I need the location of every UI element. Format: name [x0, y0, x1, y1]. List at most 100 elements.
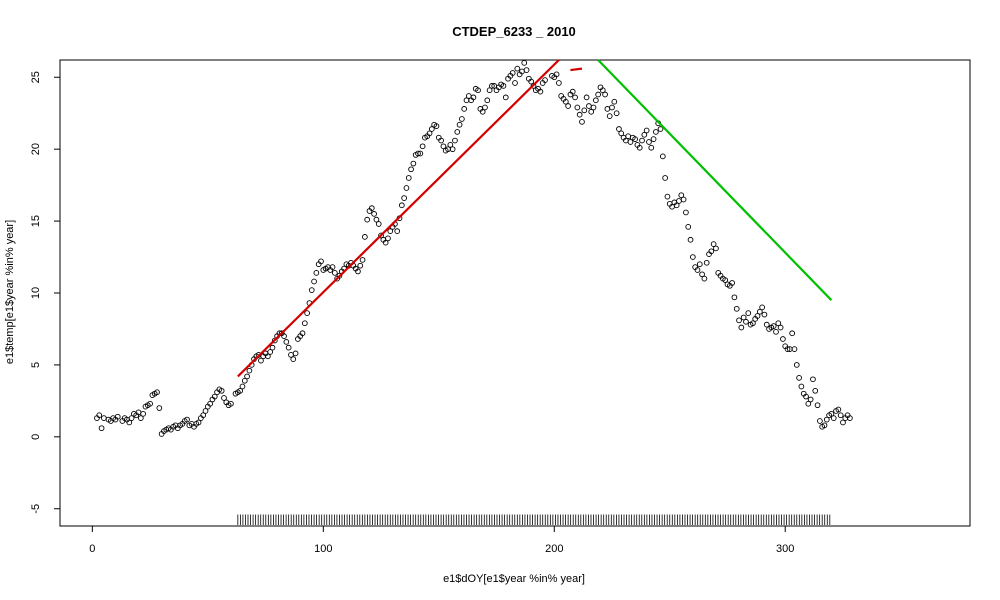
data-point	[602, 91, 608, 98]
data-point	[398, 202, 405, 209]
data-point	[452, 137, 458, 144]
data-point	[648, 144, 655, 151]
data-point	[269, 344, 276, 351]
data-point	[699, 271, 705, 278]
data-point	[433, 123, 440, 130]
data-point	[283, 339, 290, 345]
data-point	[267, 349, 274, 355]
data-point	[426, 130, 433, 137]
data-point	[394, 228, 401, 235]
data-point	[207, 400, 213, 407]
data-point	[382, 239, 389, 246]
data-point	[486, 87, 493, 94]
data-point	[639, 137, 645, 144]
data-point	[429, 126, 435, 132]
data-point	[246, 367, 253, 374]
data-point	[313, 270, 320, 276]
data-point	[336, 272, 343, 279]
data-point	[126, 419, 133, 426]
data-point	[823, 416, 830, 423]
data-point	[521, 60, 528, 66]
data-point	[847, 415, 853, 421]
data-point	[657, 126, 664, 132]
x-tick-label: 0	[89, 543, 95, 555]
x-axis-label: e1$dOY[e1$year %in% year]	[443, 573, 585, 585]
data-point	[484, 97, 491, 104]
data-point	[368, 205, 375, 211]
data-point	[447, 142, 454, 148]
data-point	[137, 415, 144, 421]
data-point	[703, 259, 710, 266]
data-point	[200, 412, 207, 419]
data-point	[128, 415, 135, 421]
data-point	[373, 216, 380, 223]
data-point	[285, 344, 292, 351]
data-point	[745, 310, 752, 316]
data-point	[440, 143, 447, 150]
fit-line	[237, 59, 560, 378]
data-point	[796, 375, 802, 381]
data-point	[662, 175, 668, 181]
chart-title: CTDEP_6233 _ 2010	[452, 24, 576, 39]
data-point	[592, 97, 599, 104]
data-point	[812, 387, 819, 394]
data-point	[415, 150, 421, 157]
data-point	[689, 254, 696, 260]
data-point	[438, 137, 444, 144]
data-point	[754, 313, 761, 319]
data-point	[308, 287, 315, 293]
data-point	[509, 70, 516, 76]
data-point	[683, 209, 689, 216]
data-point	[572, 94, 578, 101]
data-point	[805, 400, 812, 407]
data-point	[759, 304, 765, 311]
data-point	[828, 410, 835, 417]
data-point	[770, 323, 777, 329]
data-point	[743, 318, 749, 325]
data-point	[221, 395, 227, 401]
data-point	[523, 67, 530, 73]
y-tick-label: 15	[30, 215, 42, 227]
data-point	[410, 160, 417, 167]
data-point	[449, 146, 456, 153]
data-point	[793, 362, 800, 368]
data-point	[840, 419, 846, 426]
data-point	[500, 83, 507, 89]
data-point	[731, 294, 738, 301]
data-point	[512, 80, 518, 86]
data-point	[98, 425, 105, 432]
data-point	[763, 321, 770, 328]
data-point	[475, 87, 481, 94]
data-point	[673, 202, 680, 209]
data-point	[299, 330, 306, 337]
data-point	[565, 103, 571, 109]
data-point	[696, 261, 703, 268]
y-tick-label: 20	[30, 143, 42, 155]
data-point	[595, 91, 601, 98]
data-point	[750, 320, 756, 327]
y-tick-label: 5	[30, 362, 42, 368]
y-tick-label: 25	[30, 71, 42, 83]
data-point	[241, 377, 248, 384]
data-point	[643, 127, 650, 134]
data-point	[401, 195, 407, 201]
data-point	[419, 143, 426, 150]
data-point	[821, 422, 828, 429]
data-point	[773, 328, 779, 335]
data-point	[761, 311, 768, 318]
data-point	[803, 393, 809, 400]
fit-line	[597, 59, 833, 301]
data-point	[318, 258, 324, 265]
data-point	[835, 406, 842, 413]
data-point	[736, 317, 742, 324]
data-point	[265, 353, 271, 360]
data-point	[641, 131, 648, 138]
data-point	[664, 193, 671, 200]
data-point	[239, 383, 246, 390]
data-point	[154, 389, 160, 396]
y-axis-label: e1$temp[e1$year %in% year]	[4, 220, 16, 364]
data-point	[355, 268, 361, 275]
data-point	[579, 118, 585, 125]
data-point	[650, 136, 657, 142]
